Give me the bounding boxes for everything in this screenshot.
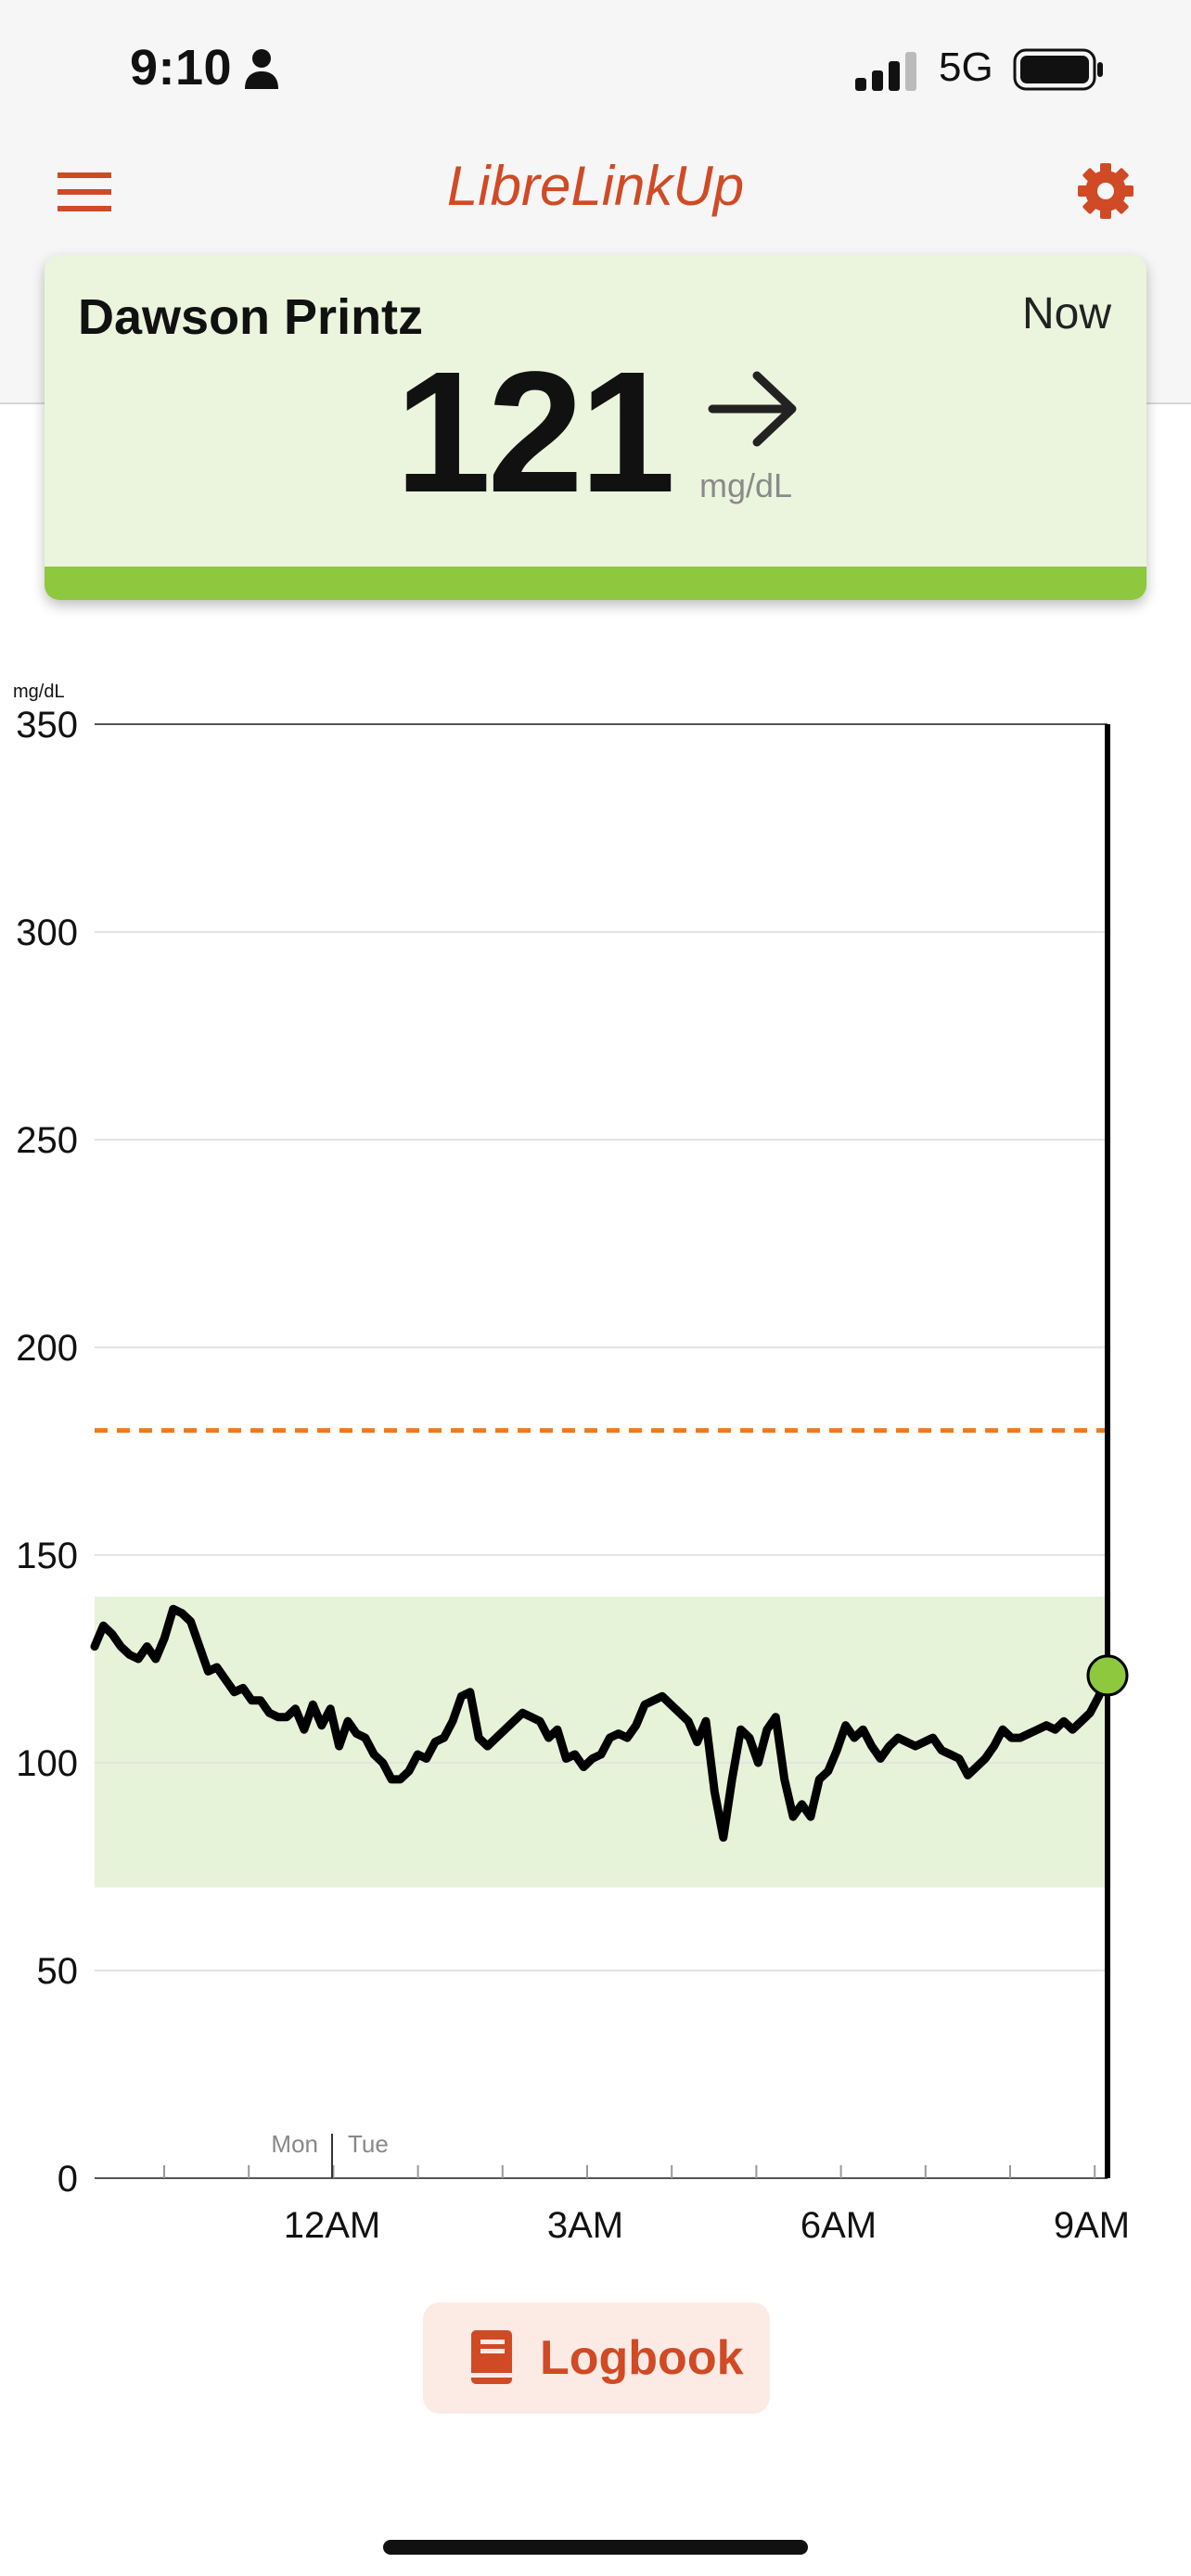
- x-tick-label: 12AM: [284, 2205, 381, 2244]
- y-axis-unit-label: mg/dL: [13, 682, 65, 702]
- day-label-tue: Tue: [348, 2130, 389, 2158]
- network-label: 5G: [939, 45, 993, 90]
- y-tick-label: 200: [16, 1328, 78, 1369]
- glucose-unit: mg/dL: [699, 466, 793, 504]
- patient-name: Dawson Printz: [78, 289, 424, 345]
- gear-icon[interactable]: [1076, 161, 1135, 221]
- current-reading-point: [1086, 1654, 1129, 1697]
- target-range-band: [95, 1596, 1108, 1888]
- patient-card[interactable]: Dawson Printz Now 121 mg/dL: [45, 255, 1146, 600]
- x-tick-label: 3AM: [547, 2205, 623, 2244]
- status-time: 9:10: [130, 40, 233, 96]
- cellular-signal-icon: [855, 52, 916, 91]
- app-title: LibreLinkUp: [446, 155, 745, 217]
- y-tick-label: 100: [16, 1743, 78, 1784]
- hamburger-menu-icon[interactable]: [58, 172, 111, 211]
- battery-icon: [1013, 48, 1103, 91]
- x-tick-label: 9AM: [1054, 2205, 1130, 2244]
- home-indicator[interactable]: [383, 2540, 808, 2555]
- status-bar: 9:10 5G: [0, 0, 1191, 139]
- right-arrow-icon: [708, 371, 797, 447]
- day-label-mon: Mon: [271, 2130, 318, 2158]
- glucose-chart: 0 50 100 150 200 250 300 350 mg/dL Mon Tue 12AM 3AM 6…: [13, 682, 1130, 2244]
- glucose-status-strip: [45, 567, 1146, 600]
- y-tick-label: 0: [58, 2159, 78, 2200]
- person-icon: [245, 49, 278, 89]
- reading-time: Now: [1021, 289, 1111, 338]
- logbook-label: Logbook: [540, 2331, 744, 2385]
- x-tick-label: 6AM: [800, 2205, 877, 2244]
- y-tick-label: 50: [37, 1951, 79, 1992]
- y-tick-label: 150: [16, 1536, 78, 1576]
- y-tick-label: 350: [16, 705, 78, 746]
- y-tick-label: 300: [16, 912, 78, 953]
- glucose-value: 121: [395, 337, 675, 529]
- book-icon: [471, 2330, 512, 2384]
- glucose-trace: [90, 1604, 1112, 1843]
- y-tick-label: 250: [16, 1120, 78, 1161]
- logbook-button[interactable]: Logbook: [423, 2302, 770, 2414]
